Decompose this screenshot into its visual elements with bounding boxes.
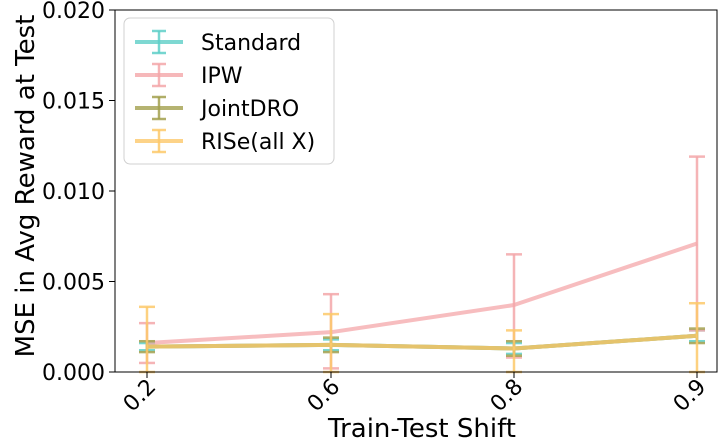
series-line xyxy=(146,333,698,351)
y-tick-label: 0.000 xyxy=(42,361,105,386)
x-axis-title: Train-Test Shift xyxy=(327,414,516,443)
legend-item: Standard xyxy=(135,29,301,56)
y-tick-label: 0.015 xyxy=(42,90,105,115)
y-tick-label: 0.010 xyxy=(42,180,105,205)
legend: Standard IPW JointDRO RISe(all X) xyxy=(123,17,335,165)
legend-box xyxy=(123,17,335,165)
series-1 xyxy=(139,155,705,370)
x-tick-label: 0.6 xyxy=(303,375,345,417)
legend-item: RISe(all X) xyxy=(135,128,315,155)
legend-label: RISe(all X) xyxy=(201,130,315,155)
legend-item: IPW xyxy=(135,62,243,89)
legend-label: Standard xyxy=(201,31,301,56)
y-axis-title: MSE in Avg Reward at Test xyxy=(11,15,41,358)
legend-label: IPW xyxy=(201,64,243,89)
series-line xyxy=(146,241,698,346)
y-tick-label: 0.005 xyxy=(42,271,105,296)
y-tick-label: 0.020 xyxy=(42,0,105,24)
legend-item: JointDRO xyxy=(135,95,299,122)
legend-label: JointDRO xyxy=(199,97,299,122)
plot-marks xyxy=(139,155,705,374)
x-tick-label: 0.9 xyxy=(669,375,711,417)
x-tick-label: 0.8 xyxy=(486,375,528,417)
x-tick-label: 0.2 xyxy=(119,375,161,417)
